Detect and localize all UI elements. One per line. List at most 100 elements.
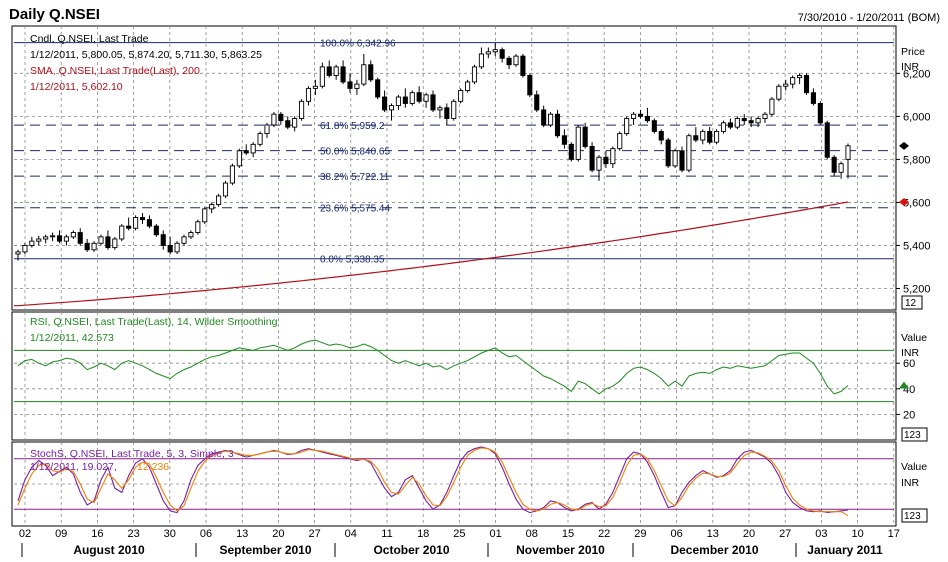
x-day-label: 16 bbox=[91, 528, 103, 540]
candle-body bbox=[402, 96, 408, 104]
x-month-label: October 2010 bbox=[373, 543, 449, 557]
x-day-label: 18 bbox=[417, 528, 429, 540]
rsi-axis-title: Value bbox=[901, 332, 927, 344]
candle-body bbox=[195, 221, 201, 233]
candle-body bbox=[299, 100, 305, 119]
x-day-label: 06 bbox=[200, 528, 212, 540]
candle-body bbox=[22, 245, 28, 253]
candle-body bbox=[77, 232, 83, 244]
candle-body bbox=[368, 64, 374, 81]
candle-body bbox=[485, 51, 491, 55]
candle-body bbox=[679, 150, 685, 171]
candle-body bbox=[658, 130, 664, 141]
candle-body bbox=[492, 49, 498, 53]
fib-label: 38.2% 5,722.11 bbox=[320, 172, 390, 183]
candle-body bbox=[631, 113, 637, 119]
x-day-label: 17 bbox=[888, 528, 900, 540]
candle-body bbox=[803, 75, 810, 94]
chart-title: Daily Q.NSEI bbox=[9, 6, 100, 23]
price-axis-title: Price bbox=[901, 46, 925, 58]
fib-label: 50.0% 5,840.65 bbox=[320, 147, 390, 158]
price-tick-label: 5,800 bbox=[903, 154, 931, 166]
candle-body bbox=[582, 126, 588, 147]
candle-body bbox=[174, 242, 180, 253]
candle-body bbox=[133, 217, 139, 229]
candle-body bbox=[243, 150, 249, 154]
price-scale-box-label: 12 bbox=[905, 298, 917, 309]
candle-body bbox=[589, 146, 595, 171]
candle-body bbox=[181, 236, 187, 244]
candle-body bbox=[617, 133, 623, 150]
candle-body bbox=[36, 238, 42, 242]
rsi-scale-box[interactable] bbox=[901, 427, 928, 442]
candle-body bbox=[423, 94, 429, 102]
price-scale-box[interactable] bbox=[901, 295, 923, 310]
candle-body bbox=[326, 66, 332, 76]
candle-body bbox=[513, 55, 519, 66]
rsi-tick-label: 20 bbox=[903, 409, 915, 421]
last-close-marker bbox=[899, 141, 909, 150]
x-day-label: 27 bbox=[779, 528, 791, 540]
stoch-scale-box[interactable] bbox=[901, 508, 928, 523]
candle-body bbox=[50, 235, 56, 238]
stoch-legend-line2b: 12.236 bbox=[137, 461, 169, 473]
price-tick-label: 5,400 bbox=[903, 240, 931, 252]
candle-body bbox=[541, 109, 547, 126]
candle-body bbox=[755, 118, 761, 124]
x-day-label: 25 bbox=[453, 528, 465, 540]
candle-body bbox=[202, 208, 208, 223]
fib-label: 23.6% 5,575.44 bbox=[320, 204, 390, 215]
x-day-label: 08 bbox=[526, 528, 538, 540]
candle-body bbox=[845, 145, 851, 160]
x-month-label: November 2010 bbox=[516, 543, 605, 557]
x-day-label: 20 bbox=[272, 528, 284, 540]
candle-body bbox=[188, 232, 194, 238]
candle-body bbox=[458, 90, 464, 102]
sma-legend-line1: SMA, Q.NSEI, Last Trade(Last), 200 bbox=[30, 65, 200, 77]
candle-body bbox=[727, 122, 733, 128]
x-day-label: 04 bbox=[345, 528, 357, 540]
candle-body bbox=[388, 105, 395, 111]
candle-body bbox=[548, 113, 554, 126]
date-range: 7/30/2010 - 1/20/2011 (BOM) bbox=[798, 12, 940, 24]
candle-body bbox=[271, 113, 277, 126]
candle-body bbox=[209, 204, 215, 210]
candle-body bbox=[250, 143, 256, 154]
candle-body bbox=[222, 182, 229, 197]
candle-body bbox=[810, 92, 816, 104]
candle-body bbox=[416, 92, 422, 102]
grid-lines bbox=[14, 26, 895, 526]
x-day-label: 22 bbox=[598, 528, 610, 540]
x-day-label: 27 bbox=[308, 528, 320, 540]
candle-body bbox=[444, 107, 450, 119]
x-month-label: January 2011 bbox=[807, 543, 883, 557]
candle-body bbox=[734, 118, 740, 128]
candle-body bbox=[375, 79, 381, 98]
candle-body bbox=[831, 156, 837, 173]
candle-body bbox=[817, 103, 823, 124]
candle-body bbox=[700, 130, 706, 141]
candle-body bbox=[167, 245, 173, 253]
candle-body bbox=[603, 156, 609, 165]
candle-body bbox=[91, 242, 97, 251]
price-tick-label: 6,000 bbox=[903, 111, 931, 123]
sma-legend-line2: 1/12/2011, 5,602.10 bbox=[30, 81, 123, 93]
candle-body bbox=[382, 96, 388, 111]
candle-body bbox=[437, 107, 443, 111]
candle-body bbox=[70, 232, 76, 238]
candle-body bbox=[63, 236, 69, 242]
candle-body bbox=[347, 81, 353, 89]
candle-body bbox=[98, 236, 104, 244]
candle-body bbox=[305, 87, 312, 102]
x-day-label: 30 bbox=[164, 528, 176, 540]
rsi-axis-unit: INR bbox=[901, 347, 920, 359]
candle-body bbox=[637, 113, 644, 117]
x-day-label: 13 bbox=[236, 528, 248, 540]
x-day-label: 13 bbox=[707, 528, 719, 540]
x-day-label: 11 bbox=[381, 528, 392, 540]
candle-body bbox=[229, 165, 235, 184]
candle-body bbox=[714, 130, 720, 143]
rsi-marker bbox=[899, 381, 909, 389]
x-month-label: September 2010 bbox=[219, 543, 311, 557]
